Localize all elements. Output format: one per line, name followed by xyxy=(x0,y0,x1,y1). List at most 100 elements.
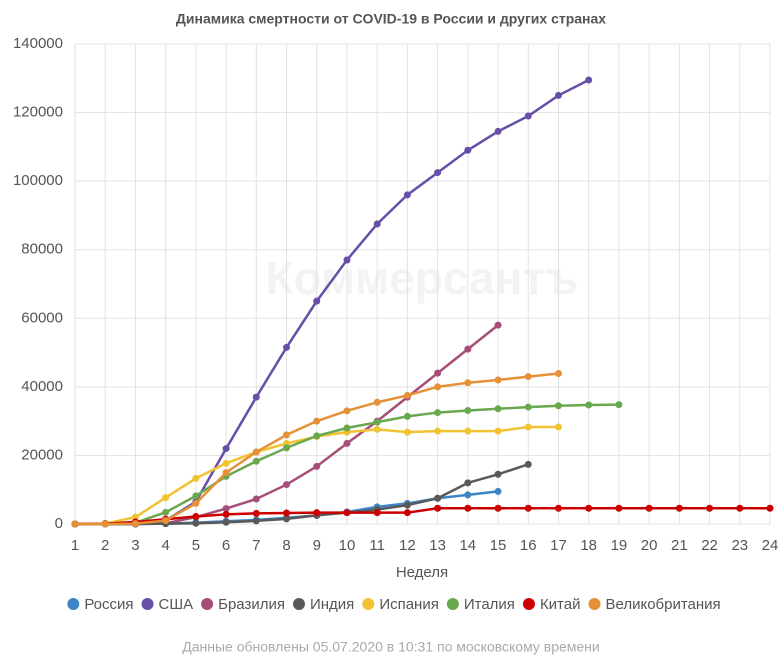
data-point xyxy=(615,504,623,512)
data-point xyxy=(313,297,321,305)
x-tick-label: 14 xyxy=(459,537,476,554)
data-point xyxy=(434,494,442,502)
data-point xyxy=(524,403,532,411)
data-point xyxy=(192,519,200,527)
data-point xyxy=(524,423,532,431)
data-point xyxy=(343,407,351,415)
data-point xyxy=(464,491,472,499)
data-point xyxy=(403,428,411,436)
legend-marker xyxy=(141,598,154,610)
legend-item: Бразилия xyxy=(201,596,285,613)
data-point xyxy=(736,504,744,512)
data-point xyxy=(554,369,562,377)
data-point xyxy=(554,402,562,410)
legend-item: Италия xyxy=(446,596,515,613)
data-point xyxy=(645,504,653,512)
x-tick-label: 8 xyxy=(282,537,290,554)
data-point xyxy=(162,508,170,516)
y-tick-label: 60000 xyxy=(21,309,63,326)
footnote: Данные обновлены 05.07.2020 в 10:31 по м… xyxy=(182,639,599,655)
data-point xyxy=(343,424,351,432)
data-point xyxy=(252,517,260,525)
x-tick-label: 9 xyxy=(313,537,321,554)
data-point xyxy=(101,520,109,528)
legend-item: Индия xyxy=(292,596,354,613)
data-point xyxy=(343,256,351,264)
data-point xyxy=(252,457,260,465)
legend-label: Италия xyxy=(464,596,515,613)
x-tick-label: 7 xyxy=(252,537,260,554)
x-axis-label: Неделя xyxy=(396,564,448,581)
data-point xyxy=(162,517,170,525)
data-point xyxy=(252,393,260,401)
data-point xyxy=(373,509,381,517)
data-point xyxy=(494,470,502,478)
x-tick-label: 3 xyxy=(131,537,139,554)
chart-title: Динамика смертности от COVID-19 в России… xyxy=(176,11,606,27)
data-point xyxy=(283,515,291,523)
data-point xyxy=(554,91,562,99)
data-point xyxy=(222,518,230,526)
legend-marker xyxy=(588,598,601,610)
data-point xyxy=(494,427,502,435)
data-point xyxy=(373,418,381,426)
x-tick-label: 16 xyxy=(520,537,537,554)
data-point xyxy=(554,504,562,512)
data-point xyxy=(222,445,230,453)
legend-label: Китай xyxy=(540,596,581,613)
data-point xyxy=(494,504,502,512)
legend-item: Великобритания xyxy=(588,596,721,613)
data-point xyxy=(403,509,411,517)
x-tick-label: 2 xyxy=(101,537,109,554)
y-tick-label: 40000 xyxy=(21,378,63,395)
data-point xyxy=(766,504,774,512)
data-point xyxy=(131,520,139,528)
data-point xyxy=(222,510,230,518)
y-tick-label: 120000 xyxy=(13,104,63,121)
y-tick-label: 100000 xyxy=(13,172,63,189)
data-point xyxy=(494,321,502,329)
data-point xyxy=(71,520,79,528)
legend-label: Россия xyxy=(84,596,133,613)
data-point xyxy=(252,495,260,503)
series-line xyxy=(74,506,770,526)
data-point xyxy=(464,379,472,387)
data-point xyxy=(494,376,502,384)
data-point xyxy=(464,479,472,487)
legend-label: Испания xyxy=(379,596,439,613)
data-point xyxy=(192,474,200,482)
data-point xyxy=(283,444,291,452)
data-point xyxy=(494,127,502,135)
data-point xyxy=(192,499,200,507)
x-tick-label: 6 xyxy=(222,537,230,554)
x-tick-label: 1 xyxy=(71,537,79,554)
data-point xyxy=(585,504,593,512)
data-point xyxy=(222,505,230,513)
x-tick-label: 22 xyxy=(701,537,718,554)
data-point xyxy=(403,412,411,420)
data-point xyxy=(283,481,291,489)
data-point xyxy=(252,448,260,456)
data-point xyxy=(524,460,532,468)
data-point xyxy=(494,487,502,495)
legend-marker xyxy=(362,598,375,610)
legend-label: Великобритания xyxy=(605,596,720,613)
data-point xyxy=(464,407,472,415)
data-point xyxy=(131,513,139,521)
legend-item: США xyxy=(141,596,193,613)
x-tick-label: 12 xyxy=(399,537,416,554)
watermark: Коммерсантъ xyxy=(266,252,579,304)
x-tick-label: 23 xyxy=(731,537,748,554)
data-point xyxy=(283,431,291,439)
data-point xyxy=(192,512,200,520)
data-point xyxy=(464,427,472,435)
data-point xyxy=(464,146,472,154)
x-tick-label: 10 xyxy=(339,537,356,554)
legend-marker xyxy=(201,598,214,610)
data-point xyxy=(403,191,411,199)
data-point xyxy=(343,509,351,517)
data-point xyxy=(434,369,442,377)
data-point xyxy=(434,409,442,417)
data-point xyxy=(283,343,291,351)
